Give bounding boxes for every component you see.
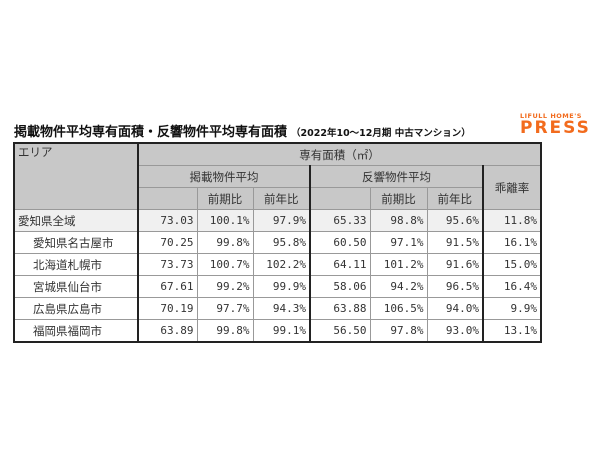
table-row: 宮城県仙台市 67.61 99.2% 99.9% 58.06 94.2% 96.5% 16.4… xyxy=(13,275,542,298)
cell-value: 97.8% xyxy=(369,319,428,343)
cell-value: 97.1% xyxy=(369,231,428,254)
cell-value: 56.50 xyxy=(309,319,371,343)
cell-value: 100.1% xyxy=(196,209,254,232)
cell-value: 99.8% xyxy=(196,319,254,343)
cell-value: 95.8% xyxy=(252,231,311,254)
header-listed-yoy: 前年比 xyxy=(252,187,311,210)
cell-value: 95.6% xyxy=(426,209,484,232)
cell-value: 102.2% xyxy=(252,253,311,276)
cell-value: 13.1% xyxy=(482,319,542,343)
area-size-table: エリア 専有面積（㎡） 掲載物件平均 反響物件平均 乖離率 前期比 前年比 前期比 前年比 … xyxy=(13,142,542,343)
header-area: エリア xyxy=(13,142,139,210)
area-name: 北海道札幌市 xyxy=(13,253,139,276)
cell-value: 60.50 xyxy=(309,231,371,254)
table-row: 愛知県全域 73.03 100.1% 97.9% 65.33 98.8% 95.6% 11.8… xyxy=(13,209,542,232)
cell-value: 63.88 xyxy=(309,297,371,320)
cell-value: 64.11 xyxy=(309,253,371,276)
cell-value: 73.73 xyxy=(137,253,198,276)
page-title: 掲載物件平均専有面積・反響物件平均専有面積 （2022年10～12月期 中古マンシ… xyxy=(14,121,471,140)
header-blank xyxy=(137,187,198,210)
cell-value: 106.5% xyxy=(369,297,428,320)
cell-value: 16.4% xyxy=(482,275,542,298)
cell-value: 94.0% xyxy=(426,297,484,320)
cell-value: 99.9% xyxy=(252,275,311,298)
lifull-press-logo: LIFULL HOME'S PRESS xyxy=(520,112,591,137)
cell-value: 70.25 xyxy=(137,231,198,254)
area-name: 広島県広島市 xyxy=(13,297,139,320)
logo-line1: LIFULL HOME'S xyxy=(520,112,582,120)
header-listed-avg: 掲載物件平均 xyxy=(137,165,311,188)
table-row: 福岡県福岡市 63.89 99.8% 99.1% 56.50 97.8% 93.0% 13.1… xyxy=(13,319,542,343)
cell-value: 63.89 xyxy=(137,319,198,343)
cell-value: 99.8% xyxy=(196,231,254,254)
cell-value: 99.1% xyxy=(252,319,311,343)
table-row: 広島県広島市 70.19 97.7% 94.3% 63.88 106.5% 94.0% 9.9… xyxy=(13,297,542,320)
cell-value: 93.0% xyxy=(426,319,484,343)
cell-value: 97.7% xyxy=(196,297,254,320)
header-blank xyxy=(309,187,371,210)
cell-value: 94.3% xyxy=(252,297,311,320)
cell-value: 58.06 xyxy=(309,275,371,298)
header-inquiry-yoy: 前年比 xyxy=(426,187,484,210)
area-name: 福岡県福岡市 xyxy=(13,319,139,343)
area-name: 愛知県名古屋市 xyxy=(13,231,139,254)
header-inquiry-avg: 反響物件平均 xyxy=(309,165,484,188)
cell-value: 100.7% xyxy=(196,253,254,276)
cell-value: 11.8% xyxy=(482,209,542,232)
cell-value: 98.8% xyxy=(369,209,428,232)
header-divergence: 乖離率 xyxy=(482,165,542,210)
cell-value: 15.0% xyxy=(482,253,542,276)
table-row: 北海道札幌市 73.73 100.7% 102.2% 64.11 101.2% 91.6% 1… xyxy=(13,253,542,276)
table-row: 愛知県名古屋市 70.25 99.8% 95.8% 60.50 97.1% 91.5% 16.… xyxy=(13,231,542,254)
cell-value: 96.5% xyxy=(426,275,484,298)
cell-value: 97.9% xyxy=(252,209,311,232)
logo-line2: PRESS xyxy=(520,118,591,138)
cell-value: 99.2% xyxy=(196,275,254,298)
cell-value: 91.5% xyxy=(426,231,484,254)
header-area-size: 専有面積（㎡） xyxy=(137,142,542,166)
cell-value: 70.19 xyxy=(137,297,198,320)
subtitle: （2022年10～12月期 中古マンション） xyxy=(291,128,471,139)
area-name: 愛知県全域 xyxy=(13,209,139,232)
cell-value: 91.6% xyxy=(426,253,484,276)
header-inquiry-qoq: 前期比 xyxy=(369,187,428,210)
cell-value: 73.03 xyxy=(137,209,198,232)
cell-value: 67.61 xyxy=(137,275,198,298)
cell-value: 16.1% xyxy=(482,231,542,254)
header-listed-qoq: 前期比 xyxy=(196,187,254,210)
cell-value: 101.2% xyxy=(369,253,428,276)
area-name: 宮城県仙台市 xyxy=(13,275,139,298)
cell-value: 9.9% xyxy=(482,297,542,320)
title-text: 掲載物件平均専有面積・反響物件平均専有面積 xyxy=(14,125,288,140)
cell-value: 65.33 xyxy=(309,209,371,232)
cell-value: 94.2% xyxy=(369,275,428,298)
